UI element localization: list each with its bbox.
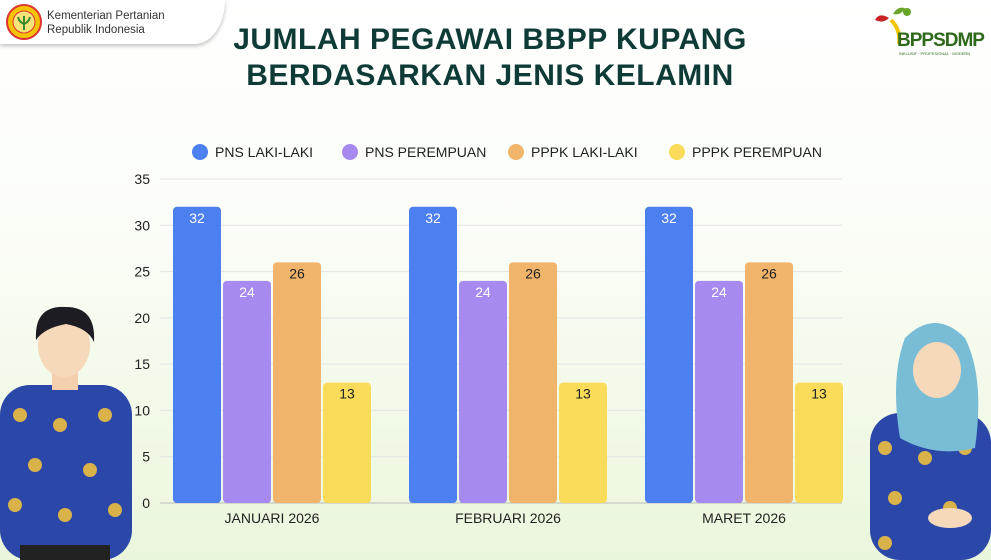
male-employee-illustration — [0, 306, 132, 560]
data-label: 24 — [239, 284, 255, 300]
bar — [323, 382, 371, 503]
y-tick-label: 10 — [134, 402, 150, 418]
legend-label: PNS PEREMPUAN — [365, 144, 486, 160]
y-tick-label: 20 — [134, 310, 150, 326]
y-tick-label: 30 — [134, 217, 150, 233]
data-label: 13 — [339, 386, 355, 402]
ministry-header: Kementerian Pertanian Republik Indonesia — [0, 0, 225, 44]
y-tick-label: 15 — [134, 356, 150, 372]
org-name-line2: Republik Indonesia — [47, 24, 145, 36]
data-label: 32 — [189, 210, 205, 226]
y-tick-label: 0 — [142, 495, 150, 511]
y-tick-label: 35 — [134, 171, 150, 187]
x-tick-label: FEBRUARI 2026 — [455, 510, 561, 526]
bar — [509, 262, 557, 503]
ministry-logo-icon — [6, 4, 42, 40]
data-label: 32 — [425, 210, 441, 226]
bar — [223, 280, 271, 503]
bar — [459, 280, 507, 503]
bar — [409, 206, 457, 503]
data-label: 13 — [575, 386, 591, 402]
data-label: 13 — [811, 386, 827, 402]
legend-swatch — [669, 144, 685, 160]
data-label: 24 — [475, 284, 491, 300]
data-label: 24 — [711, 284, 727, 300]
y-tick-label: 5 — [142, 449, 150, 465]
data-label: 32 — [661, 210, 677, 226]
org-name-line1: Kementerian Pertanian — [47, 10, 165, 22]
data-label: 26 — [289, 265, 305, 281]
bppsdmp-logo: BPPSDMP INKLUSIF · PROFESIONAL · MODERN — [869, 4, 987, 58]
x-tick-label: JANUARI 2026 — [225, 510, 320, 526]
x-tick-label: MARET 2026 — [702, 510, 786, 526]
legend-swatch — [342, 144, 358, 160]
bar — [173, 206, 221, 503]
page-title: JUMLAH PEGAWAI BBPP KUPANG BERDASARKAN JE… — [233, 23, 747, 92]
bar — [695, 280, 743, 503]
legend-swatch — [192, 144, 208, 160]
legend-label: PNS LAKI-LAKI — [215, 144, 313, 160]
legend-label: PPPK PEREMPUAN — [692, 144, 822, 160]
bar — [645, 206, 693, 503]
bar — [273, 262, 321, 503]
bar — [745, 262, 793, 503]
legend-label: PPPK LAKI-LAKI — [531, 144, 638, 160]
legend-swatch — [508, 144, 524, 160]
bar — [559, 382, 607, 503]
bar — [795, 382, 843, 503]
female-employee-illustration — [870, 323, 991, 560]
data-label: 26 — [761, 265, 777, 281]
y-tick-label: 25 — [134, 264, 150, 280]
data-label: 26 — [525, 265, 541, 281]
